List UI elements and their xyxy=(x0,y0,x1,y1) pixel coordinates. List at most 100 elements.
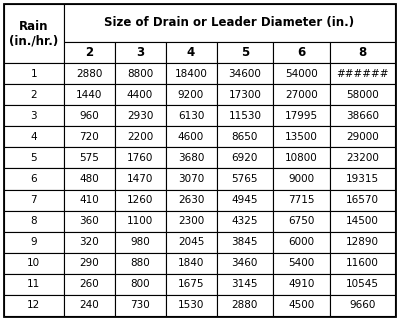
Bar xyxy=(273,211,330,232)
Text: 17300: 17300 xyxy=(228,90,261,100)
Bar xyxy=(4,147,63,168)
Text: 2930: 2930 xyxy=(127,111,153,121)
Bar xyxy=(166,211,217,232)
Bar xyxy=(217,63,273,84)
Bar xyxy=(166,42,217,63)
Bar xyxy=(166,63,217,84)
Text: 730: 730 xyxy=(130,300,150,310)
Text: 880: 880 xyxy=(130,258,150,268)
Bar xyxy=(115,168,166,189)
Text: 19315: 19315 xyxy=(346,174,379,184)
Text: 3145: 3145 xyxy=(231,279,258,289)
Bar xyxy=(166,147,217,168)
Text: 5: 5 xyxy=(30,153,37,163)
Text: 6000: 6000 xyxy=(288,237,314,247)
Text: 8: 8 xyxy=(358,46,367,59)
Bar xyxy=(273,63,330,84)
Text: 14500: 14500 xyxy=(346,216,379,226)
Bar xyxy=(330,232,395,253)
Text: 290: 290 xyxy=(79,258,99,268)
Bar xyxy=(166,274,217,295)
Text: 10545: 10545 xyxy=(346,279,379,289)
Text: 4500: 4500 xyxy=(288,300,315,310)
Bar xyxy=(273,274,330,295)
Bar xyxy=(273,84,330,105)
Text: 9660: 9660 xyxy=(349,300,375,310)
Text: 12890: 12890 xyxy=(346,237,379,247)
Bar xyxy=(115,63,166,84)
Bar xyxy=(166,295,217,316)
Text: 410: 410 xyxy=(79,195,99,205)
Bar xyxy=(63,211,115,232)
Bar xyxy=(330,189,395,211)
Bar xyxy=(166,126,217,147)
Bar xyxy=(330,295,395,316)
Bar xyxy=(4,189,63,211)
Text: Size of Drain or Leader Diameter (in.): Size of Drain or Leader Diameter (in.) xyxy=(104,16,354,29)
Text: 12: 12 xyxy=(27,300,40,310)
Bar xyxy=(217,147,273,168)
Bar xyxy=(4,126,63,147)
Bar xyxy=(63,126,115,147)
Bar xyxy=(330,42,395,63)
Bar xyxy=(63,84,115,105)
Text: 2630: 2630 xyxy=(178,195,204,205)
Text: 9200: 9200 xyxy=(178,90,204,100)
Bar xyxy=(63,42,115,63)
Bar xyxy=(115,126,166,147)
Text: 23200: 23200 xyxy=(346,153,379,163)
Bar xyxy=(166,84,217,105)
Text: 6: 6 xyxy=(30,174,37,184)
Text: 960: 960 xyxy=(79,111,99,121)
Text: 1760: 1760 xyxy=(127,153,153,163)
Text: 3070: 3070 xyxy=(178,174,204,184)
Bar xyxy=(4,232,63,253)
Bar xyxy=(4,4,63,63)
Text: 2045: 2045 xyxy=(178,237,204,247)
Bar xyxy=(217,105,273,126)
Text: 7715: 7715 xyxy=(288,195,315,205)
Text: 9: 9 xyxy=(30,237,37,247)
Bar xyxy=(330,126,395,147)
Text: 8800: 8800 xyxy=(127,68,153,79)
Bar xyxy=(330,105,395,126)
Text: 4910: 4910 xyxy=(288,279,315,289)
Text: 800: 800 xyxy=(130,279,150,289)
Text: 1470: 1470 xyxy=(127,174,153,184)
Bar xyxy=(166,105,217,126)
Text: 720: 720 xyxy=(79,132,99,142)
Bar xyxy=(217,274,273,295)
Bar xyxy=(273,189,330,211)
Text: 7: 7 xyxy=(30,195,37,205)
Text: 4: 4 xyxy=(30,132,37,142)
Text: 4325: 4325 xyxy=(231,216,258,226)
Text: 5: 5 xyxy=(241,46,249,59)
Bar xyxy=(115,274,166,295)
Text: 3845: 3845 xyxy=(231,237,258,247)
Text: 4600: 4600 xyxy=(178,132,204,142)
Bar xyxy=(273,168,330,189)
Text: 54000: 54000 xyxy=(285,68,318,79)
Bar xyxy=(4,63,63,84)
Bar xyxy=(115,42,166,63)
Bar xyxy=(115,105,166,126)
Bar xyxy=(4,84,63,105)
Text: 5765: 5765 xyxy=(231,174,258,184)
Bar xyxy=(115,211,166,232)
Bar xyxy=(63,4,395,42)
Bar xyxy=(217,211,273,232)
Text: 29000: 29000 xyxy=(346,132,379,142)
Text: 11530: 11530 xyxy=(228,111,261,121)
Text: 320: 320 xyxy=(79,237,99,247)
Bar xyxy=(115,147,166,168)
Bar xyxy=(63,274,115,295)
Bar xyxy=(63,189,115,211)
Text: 1: 1 xyxy=(30,68,37,79)
Text: 38660: 38660 xyxy=(346,111,379,121)
Text: 18400: 18400 xyxy=(175,68,207,79)
Bar xyxy=(63,232,115,253)
Text: 6: 6 xyxy=(297,46,306,59)
Text: 1100: 1100 xyxy=(127,216,153,226)
Bar xyxy=(4,295,63,316)
Bar xyxy=(330,147,395,168)
